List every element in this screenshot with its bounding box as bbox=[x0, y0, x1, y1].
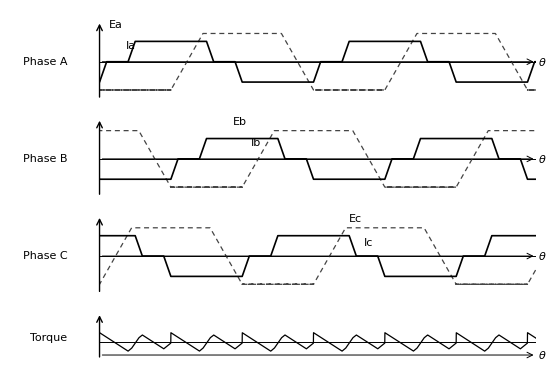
Text: Torque: Torque bbox=[30, 333, 67, 342]
Text: Phase B: Phase B bbox=[23, 154, 67, 164]
Text: $\theta$: $\theta$ bbox=[538, 56, 547, 68]
Text: $\theta$: $\theta$ bbox=[538, 250, 547, 262]
Text: Phase C: Phase C bbox=[23, 251, 67, 261]
Text: Ia: Ia bbox=[126, 41, 137, 51]
Text: Eb: Eb bbox=[233, 117, 247, 127]
Text: Ic: Ic bbox=[363, 238, 373, 248]
Text: $\theta$: $\theta$ bbox=[538, 153, 547, 165]
Text: Ec: Ec bbox=[349, 214, 362, 224]
Text: $\theta$: $\theta$ bbox=[538, 349, 547, 361]
Text: Ea: Ea bbox=[108, 20, 122, 30]
Text: Phase A: Phase A bbox=[23, 57, 67, 67]
Text: Ib: Ib bbox=[251, 138, 262, 148]
